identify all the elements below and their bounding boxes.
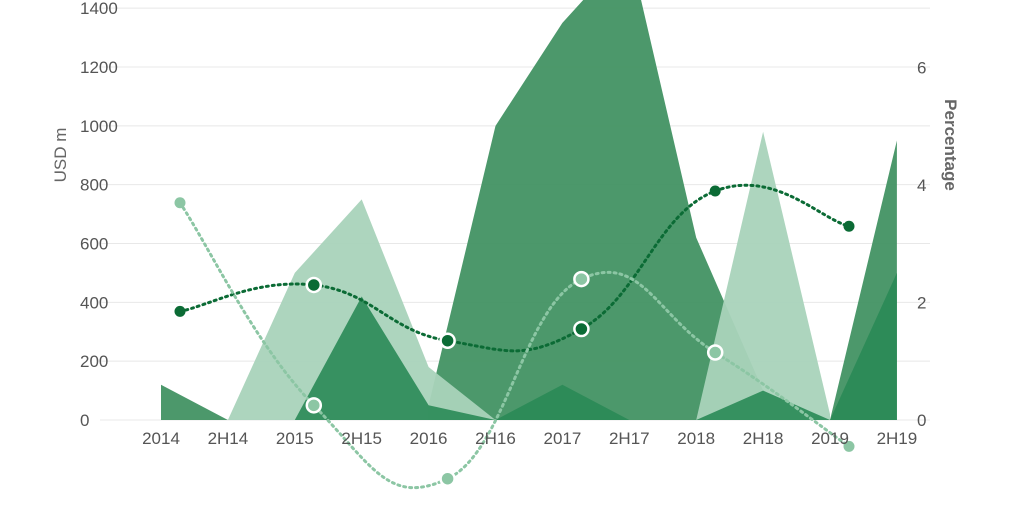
y-axis-title: USD m (51, 128, 70, 183)
y-axis-ticks: 0 200 400 600 800 1000 1200 1400 (80, 0, 118, 430)
series-line (178, 201, 851, 490)
x-tick-label: 2H18 (743, 429, 784, 448)
x-axis-ticks: 2014 2H14 2015 2H15 2016 2H16 2017 2H17 2018 2H18… (142, 429, 917, 448)
x-tick-label: 2H17 (609, 429, 650, 448)
y-tick-label: 800 (80, 176, 108, 195)
point-marker (709, 185, 721, 197)
x-tick-label: 2014 (142, 429, 180, 448)
area-series (161, 0, 897, 420)
point-marker (573, 270, 590, 288)
x-tick-label: 2H15 (341, 429, 382, 448)
point-marker (573, 320, 590, 338)
area-series (428, 0, 897, 420)
area-series (161, 384, 228, 420)
point-marker (439, 470, 456, 487)
y-tick-label: 1200 (80, 58, 118, 77)
point-marker (843, 440, 855, 452)
x-tick-label: 2H16 (475, 429, 516, 448)
y2-tick-label: 0 (917, 411, 926, 430)
point-marker (174, 197, 186, 209)
x-tick-label: 2H19 (877, 429, 918, 448)
y-tick-label: 200 (80, 352, 108, 371)
y2-tick-label: 4 (917, 176, 926, 195)
y-tick-label: 0 (80, 411, 89, 430)
area-series (696, 131, 830, 420)
point-marker (174, 305, 186, 317)
x-tick-label: 2016 (410, 429, 448, 448)
y-tick-label: 400 (80, 293, 108, 312)
y2-axis-ticks: 0 2 4 6 (917, 59, 926, 430)
point-marker (305, 397, 323, 414)
x-tick-label: 2018 (677, 429, 715, 448)
point-marker (439, 332, 456, 349)
y2-tick-label: 2 (917, 294, 926, 313)
point-marker (305, 276, 323, 294)
point-marker (843, 220, 855, 232)
y-tick-label: 1400 (80, 0, 118, 18)
y2-tick-label: 6 (917, 59, 926, 78)
x-tick-label: 2019 (811, 429, 849, 448)
y2-axis-title: Percentage (941, 99, 960, 191)
y-tick-label: 600 (80, 235, 108, 254)
x-tick-label: 2015 (276, 429, 314, 448)
point-marker (706, 344, 724, 361)
y-tick-label: 1000 (80, 117, 118, 136)
area-series (294, 272, 897, 420)
line-series (174, 183, 855, 490)
x-tick-label: 2017 (543, 429, 581, 448)
x-tick-label: 2H14 (208, 429, 249, 448)
